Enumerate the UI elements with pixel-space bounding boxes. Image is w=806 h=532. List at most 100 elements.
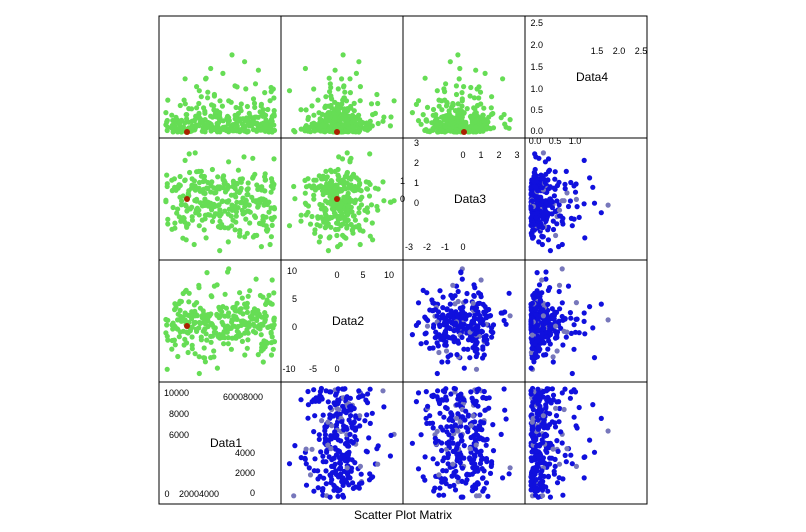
- data-point: [415, 98, 422, 104]
- data-point: [189, 334, 195, 340]
- data-point: [260, 346, 266, 352]
- data-point: [535, 408, 541, 414]
- data-point: [434, 394, 440, 400]
- data-point: [563, 168, 569, 174]
- data-point: [194, 300, 200, 306]
- data-point: [541, 417, 547, 423]
- data-point: [415, 390, 422, 396]
- data-point: [546, 338, 552, 344]
- data-point: [226, 310, 232, 316]
- data-point: [559, 241, 565, 248]
- data-point: [254, 317, 260, 323]
- data-point: [534, 270, 540, 276]
- data-point: [317, 389, 323, 395]
- data-point: [244, 300, 250, 306]
- data-point: [192, 351, 198, 357]
- data-point: [250, 175, 256, 181]
- data-point: [483, 442, 489, 448]
- data-point: [559, 390, 565, 396]
- data-point: [488, 105, 494, 111]
- data-point: [233, 113, 239, 119]
- data-point: [334, 104, 340, 110]
- data-point: [381, 114, 387, 120]
- data-point: [209, 218, 216, 224]
- data-point: [178, 129, 184, 135]
- data-point: [480, 112, 486, 118]
- data-point: [239, 295, 245, 301]
- data-point: [335, 226, 341, 232]
- data-point: [194, 84, 200, 90]
- data-point: [182, 310, 188, 316]
- data-point: [455, 101, 461, 107]
- data-point: [562, 452, 568, 458]
- data-point: [252, 114, 258, 120]
- data-point: [341, 95, 347, 101]
- data-point: [177, 329, 183, 335]
- data-point: [529, 198, 535, 204]
- data-point: [189, 176, 195, 182]
- data-point: [487, 313, 494, 319]
- data-point: [375, 207, 381, 213]
- data-point: [459, 438, 465, 444]
- data-point: [238, 179, 244, 185]
- data-point: [450, 282, 456, 288]
- data-point: [311, 120, 317, 126]
- data-point: [350, 184, 356, 190]
- data-point: [268, 340, 274, 346]
- data-point: [536, 223, 542, 229]
- data-point: [501, 111, 507, 118]
- data-point: [348, 413, 354, 419]
- data-point: [323, 481, 329, 487]
- data-point: [342, 89, 348, 95]
- data-point: [329, 96, 335, 102]
- data-point: [528, 487, 534, 493]
- data-point: [357, 423, 363, 429]
- data-point: [364, 412, 370, 418]
- tick-label: 1.5: [591, 46, 604, 56]
- data-point: [244, 187, 250, 193]
- data-point: [450, 335, 456, 341]
- data-point: [368, 101, 375, 107]
- data-point: [381, 404, 387, 410]
- data-point: [177, 173, 183, 180]
- data-point: [591, 449, 598, 455]
- data-point: [605, 317, 611, 323]
- tick-label: 6000: [169, 430, 189, 440]
- data-point: [543, 269, 549, 275]
- data-point: [551, 193, 558, 199]
- data-point: [343, 174, 349, 180]
- tick-label: 10000: [164, 388, 189, 398]
- data-point: [540, 413, 547, 419]
- data-point: [481, 118, 487, 124]
- data-point: [443, 386, 449, 392]
- data-point: [440, 305, 446, 311]
- data-point: [549, 386, 556, 392]
- data-point: [292, 196, 298, 202]
- data-point: [485, 493, 491, 499]
- data-point: [528, 301, 534, 307]
- data-point: [547, 285, 553, 291]
- data-point: [479, 436, 485, 442]
- data-point: [590, 402, 596, 408]
- data-point: [268, 189, 274, 195]
- data-point: [476, 493, 482, 499]
- data-point: [454, 352, 460, 358]
- data-point: [238, 332, 244, 338]
- data-point: [501, 386, 507, 392]
- data-point: [507, 465, 513, 471]
- data-point: [535, 386, 541, 392]
- data-point: [225, 239, 231, 245]
- data-point: [182, 157, 188, 163]
- data-point: [565, 283, 572, 289]
- data-point: [335, 166, 341, 173]
- data-point: [528, 388, 534, 394]
- data-point: [432, 307, 439, 313]
- data-point: [319, 188, 326, 194]
- data-point: [457, 65, 463, 72]
- data-point: [539, 176, 545, 182]
- data-point: [341, 122, 347, 128]
- data-point: [550, 226, 557, 233]
- data-point: [502, 121, 508, 127]
- data-point: [442, 479, 448, 485]
- data-point: [454, 312, 460, 318]
